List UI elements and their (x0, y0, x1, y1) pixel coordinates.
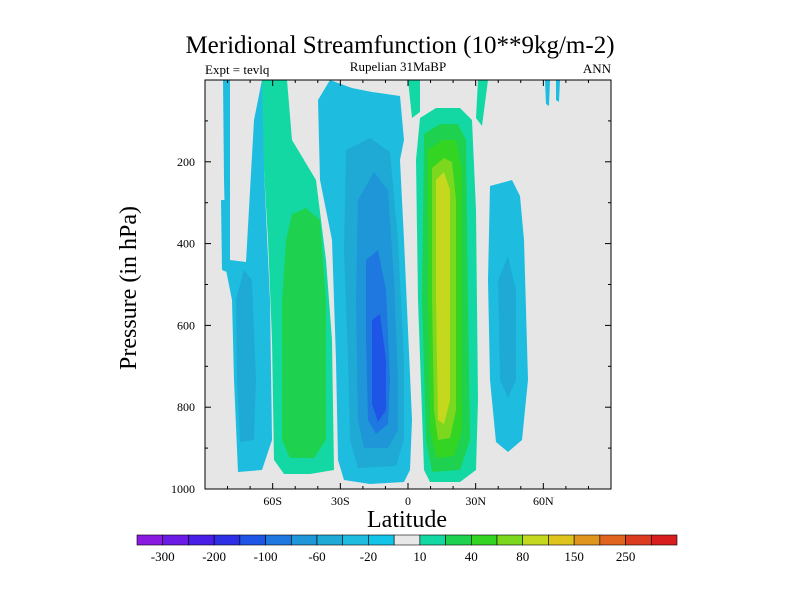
colorbar-label: -200 (202, 549, 226, 564)
colorbar-swatch (470, 534, 498, 546)
y-tick-label: 400 (177, 237, 195, 251)
colorbar-label: 150 (564, 549, 584, 564)
plot-area (204, 79, 612, 490)
colorbar-swatch (265, 534, 292, 546)
y-axis: 200 400 600 800 1000 (171, 79, 611, 496)
x-axis-label: Latitude (367, 507, 447, 533)
tendril-70s (221, 200, 227, 272)
colorbar-label: 80 (516, 549, 529, 564)
subtitle-season: ANN (583, 61, 612, 76)
colorbar-swatch (342, 534, 369, 546)
colorbar-swatch (290, 534, 318, 546)
x-tick-label: 0 (405, 494, 411, 508)
x-tick-label: 30S (331, 494, 350, 508)
tendril-eq (408, 80, 420, 118)
contour-fill (221, 80, 560, 484)
cell-sh-pos30 (282, 208, 326, 458)
subtitle-experiment: Expt = tevlq (205, 62, 270, 77)
colorbar-swatch (213, 534, 241, 546)
y-axis-label: Pressure (in hPa) (116, 206, 142, 370)
y-tick-label: 1000 (171, 482, 195, 496)
colorbar-swatch (573, 534, 601, 546)
colorbar-label: -100 (254, 549, 278, 564)
tendril-nh-high-2 (556, 80, 560, 102)
colorbar-label: -300 (151, 549, 175, 564)
colorbar-swatch (625, 534, 652, 546)
colorbar-swatch (393, 534, 421, 546)
colorbar-label: 250 (616, 549, 636, 564)
colorbar-swatch (162, 534, 189, 546)
colorbar: -300 -200 -100 -60 -20 10 40 80 150 250 (136, 534, 678, 564)
colorbar-swatch (599, 534, 626, 546)
colorbar-swatch (548, 534, 575, 546)
colorbar-label: 40 (465, 549, 478, 564)
colorbar-swatch (316, 534, 344, 546)
chart-title: Meridional Streamfunction (10**9kg/m-2) (185, 32, 614, 59)
subtitle-period: Rupelian 31MaBP (350, 59, 446, 74)
x-tick-label: 30N (465, 494, 486, 508)
tendril-nh-high (545, 80, 550, 106)
x-tick-label: 60S (263, 494, 282, 508)
colorbar-label: 10 (413, 549, 426, 564)
x-tick-label: 60N (533, 494, 554, 508)
colorbar-swatch (136, 534, 164, 546)
colorbar-swatch (188, 534, 215, 546)
cell-sh-polar-neg40 (236, 270, 256, 442)
cell-nh-mid-neg40 (498, 256, 516, 398)
y-tick-label: 800 (177, 400, 195, 414)
colorbar-label: -20 (360, 549, 377, 564)
cell-trop-neg100 (372, 314, 386, 422)
y-tick-label: 600 (177, 318, 195, 332)
colorbar-swatch (496, 534, 524, 546)
colorbar-swatch (239, 534, 266, 546)
y-tick-label: 200 (177, 155, 195, 169)
cell-nh-pos80 (436, 172, 450, 424)
tendril-nh-20n (476, 80, 488, 126)
colorbar-swatch (522, 534, 549, 546)
colorbar-swatch (650, 534, 678, 546)
colorbar-label: -60 (308, 549, 325, 564)
colorbar-swatch (368, 534, 395, 546)
colorbar-swatch (445, 534, 472, 546)
colorbar-swatch (419, 534, 446, 546)
